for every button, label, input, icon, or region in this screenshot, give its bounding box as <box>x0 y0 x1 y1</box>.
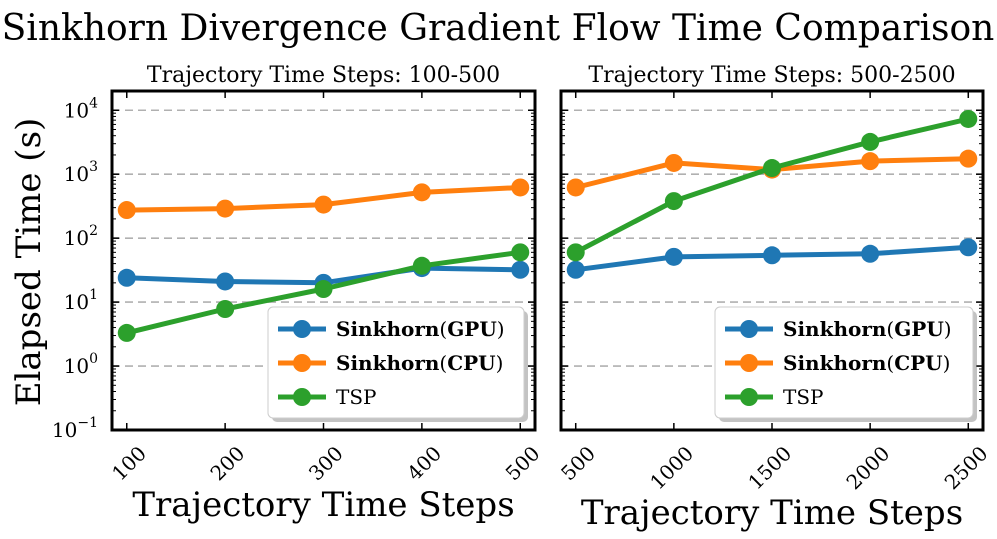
legend-marker-gpu <box>740 320 758 338</box>
point-tsp <box>566 243 585 262</box>
y-tick-label: 104 <box>64 95 98 122</box>
y-tick-label: 101 <box>64 287 98 314</box>
panel-title: Trajectory Time Steps: 500-2500 <box>588 63 955 88</box>
legend-marker-tsp <box>293 388 311 406</box>
axes-frame <box>559 89 985 432</box>
x-tick-label: 1500 <box>743 441 796 494</box>
point-gpu <box>216 272 235 291</box>
point-gpu <box>511 260 530 279</box>
point-cpu <box>117 201 136 220</box>
left-panel: Trajectory Time Steps: 100-500 10−1 100 101… <box>52 63 545 525</box>
legend-label-cpu: Sinkhorn(CPU) <box>336 351 503 375</box>
point-tsp <box>511 243 530 262</box>
legend-marker-cpu <box>293 354 311 372</box>
point-cpu <box>861 152 880 171</box>
point-gpu <box>959 238 978 257</box>
x-axis-label: Trajectory Time Steps <box>132 485 514 525</box>
x-tick-label: 500 <box>501 441 545 485</box>
legend-box <box>714 306 974 419</box>
point-tsp <box>314 280 333 299</box>
point-cpu <box>314 195 333 214</box>
series-line-tsp <box>574 116 969 255</box>
point-gpu <box>664 247 683 266</box>
point-tsp <box>959 109 978 128</box>
point-cpu <box>959 149 978 168</box>
point-cpu <box>511 178 530 197</box>
y-tick-label: 100 <box>64 351 98 378</box>
point-gpu <box>566 260 585 279</box>
legend-label-gpu: Sinkhorn(GPU) <box>783 317 952 341</box>
point-gpu <box>763 246 781 265</box>
legend-marker-cpu <box>740 354 758 372</box>
point-cpu <box>664 153 683 172</box>
y-tick-label: 10−1 <box>52 415 98 442</box>
x-tick-label: 400 <box>402 441 446 485</box>
legend-marker-gpu <box>293 320 311 338</box>
legend-label-tsp: TSP <box>336 385 377 409</box>
point-cpu <box>566 178 585 197</box>
right-panel: Trajectory Time Steps: 500-2500 500 1000 15… <box>556 63 993 533</box>
x-tick-label: 300 <box>304 441 348 485</box>
y-axis-label: Elapsed Time (s) <box>9 118 49 407</box>
point-tsp <box>117 323 136 342</box>
point-cpu <box>216 199 235 218</box>
point-gpu <box>861 244 880 263</box>
legend-label-tsp: TSP <box>783 385 824 409</box>
legend-label-gpu: Sinkhorn(GPU) <box>336 317 505 341</box>
y-tick-label: 103 <box>64 159 98 186</box>
figure-title: Sinkhorn Divergence Gradient Flow Time C… <box>2 8 995 49</box>
point-gpu <box>117 268 136 287</box>
point-tsp <box>861 132 880 151</box>
x-tick-label: 500 <box>556 441 600 485</box>
x-tick-label: 200 <box>205 441 249 485</box>
x-tick-label: 2000 <box>841 441 894 494</box>
x-tick-label: 2500 <box>940 441 993 494</box>
y-tick-label: 102 <box>64 223 98 250</box>
legend-marker-tsp <box>740 388 758 406</box>
point-tsp <box>664 192 683 211</box>
axes-frame <box>110 89 537 432</box>
panel-title: Trajectory Time Steps: 100-500 <box>147 63 500 88</box>
legend-label-cpu: Sinkhorn(CPU) <box>783 351 950 375</box>
legend-box <box>267 306 525 419</box>
point-tsp <box>216 300 235 319</box>
point-cpu <box>412 183 431 202</box>
x-axis-label: Trajectory Time Steps <box>581 493 963 533</box>
x-tick-label: 1000 <box>645 441 698 494</box>
point-tsp <box>412 256 431 275</box>
point-tsp <box>763 159 781 178</box>
x-tick-label: 100 <box>107 441 151 485</box>
